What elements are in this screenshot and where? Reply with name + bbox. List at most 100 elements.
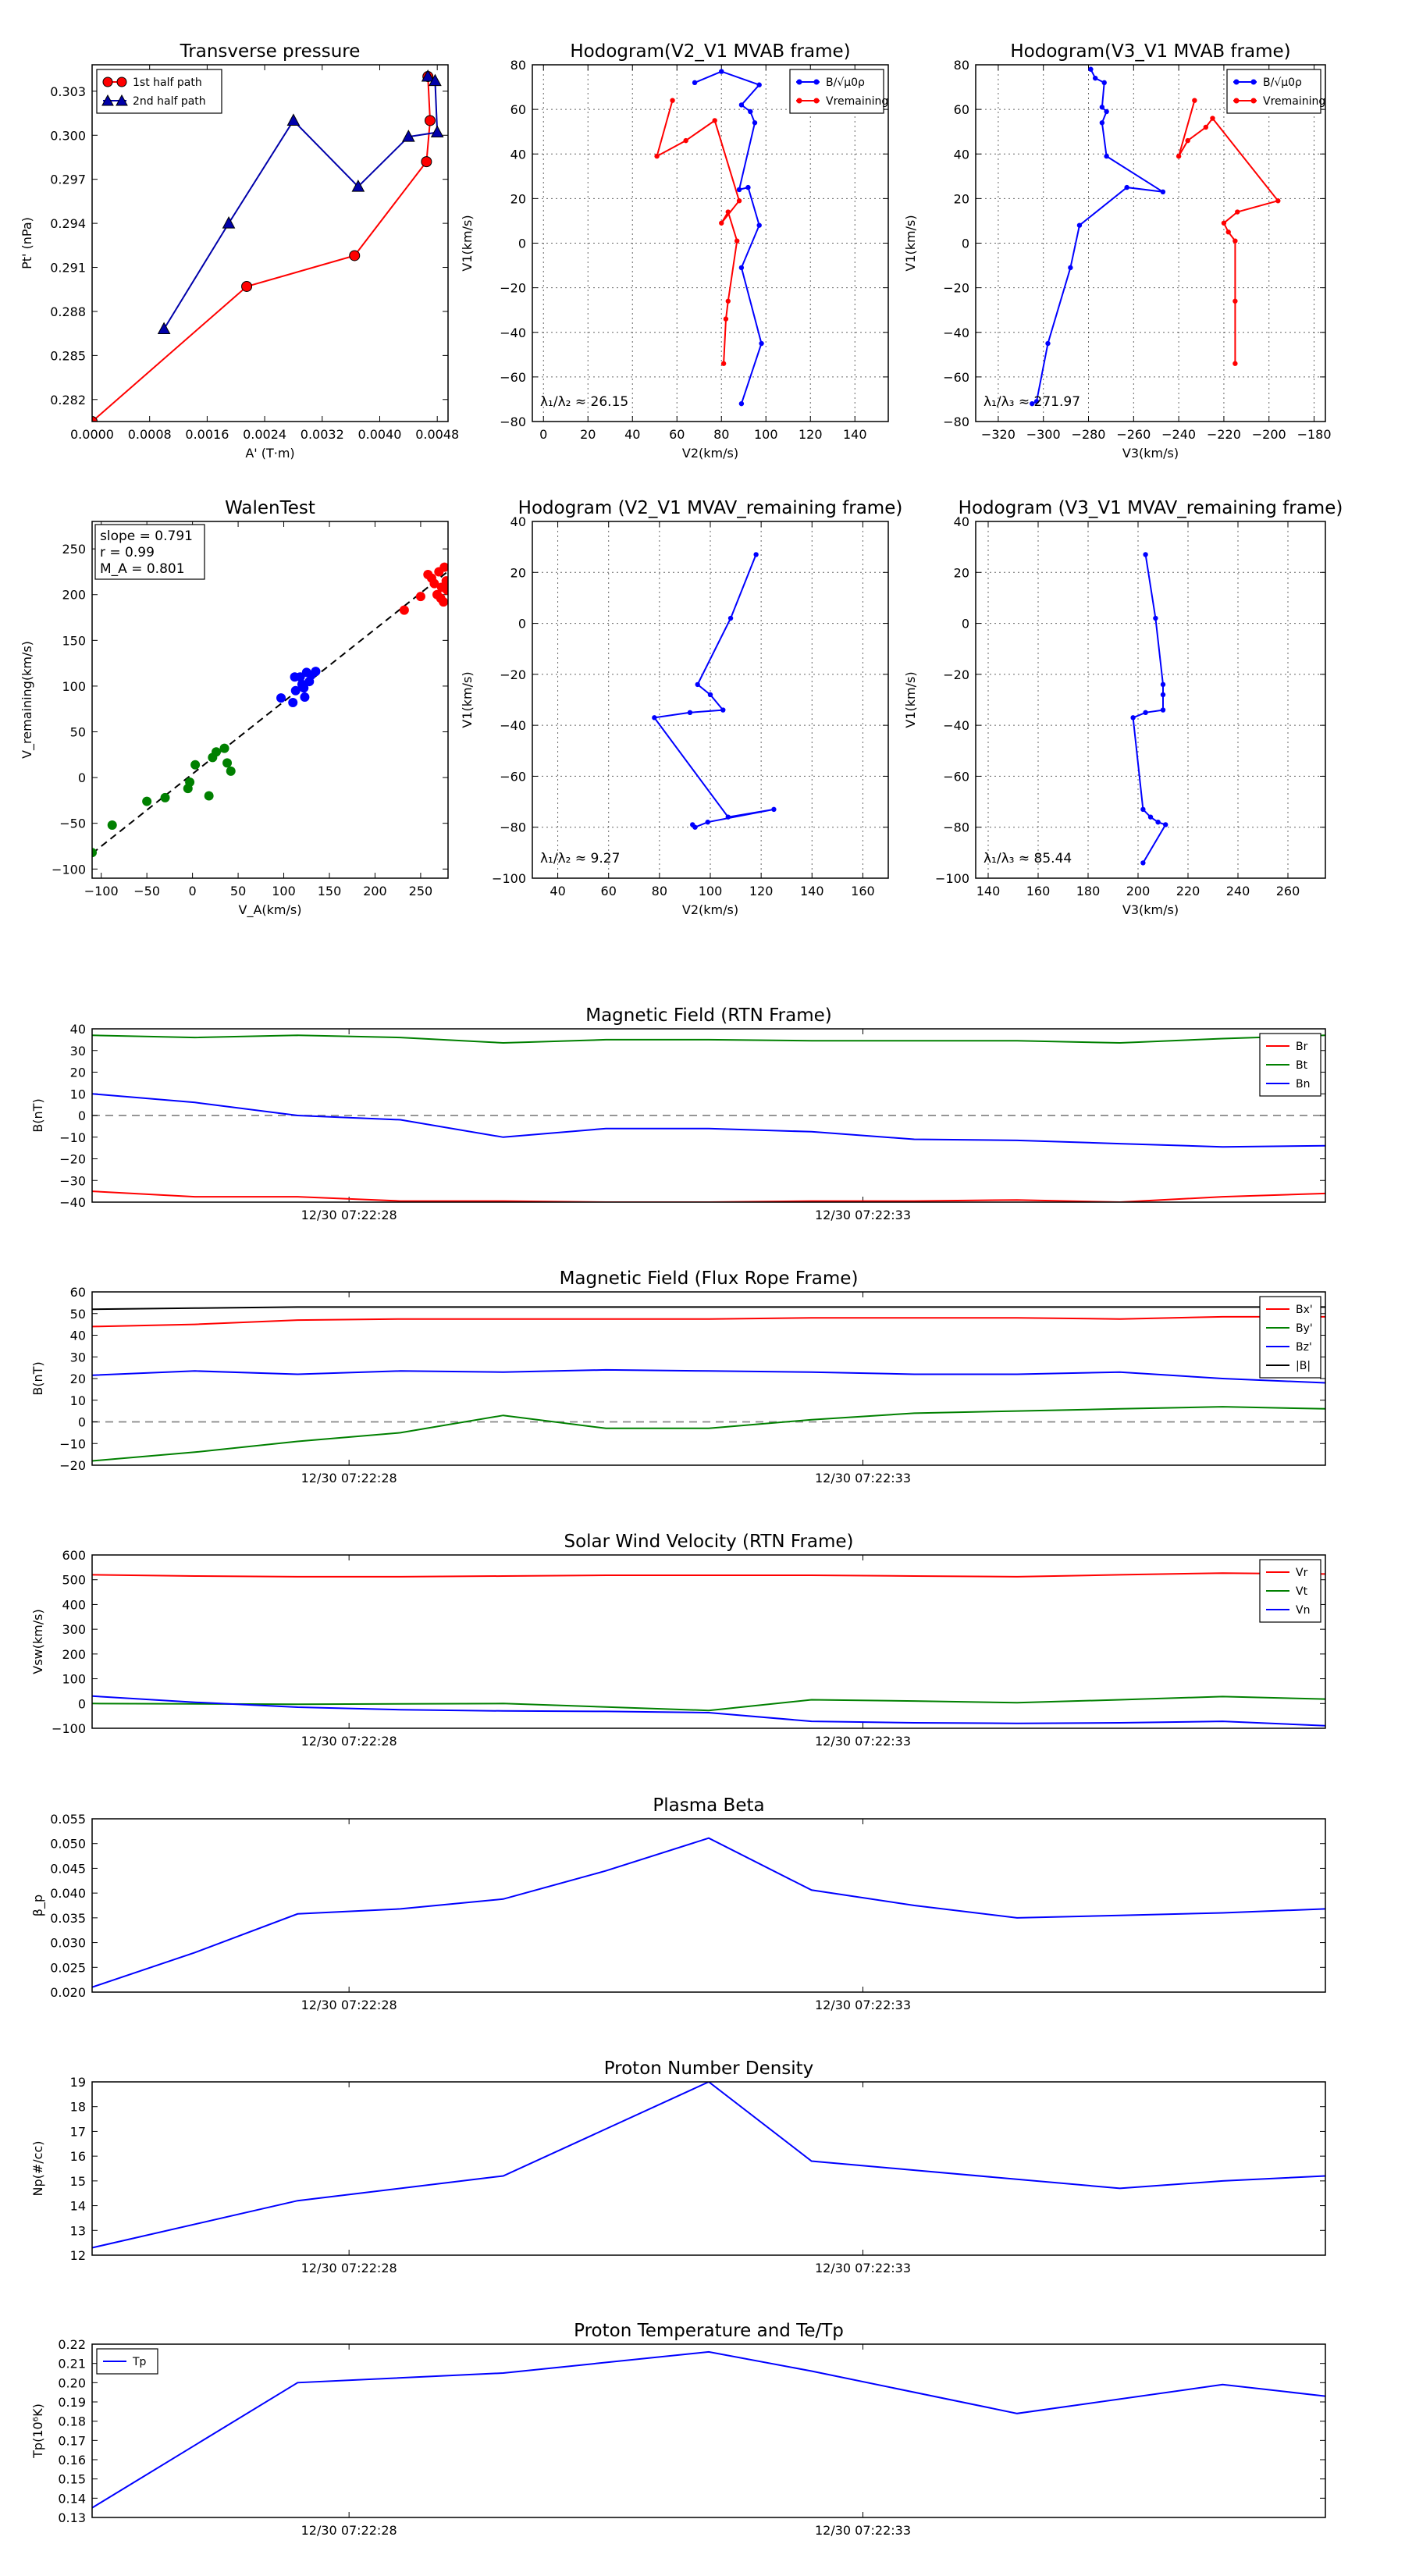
chart-title: Proton Temperature and Te/Tp (574, 2321, 844, 2341)
data-point (1068, 265, 1073, 271)
y-axis-label: β_p (30, 1895, 46, 1916)
data-point (351, 180, 365, 192)
data-point (1232, 361, 1238, 366)
stats-text: M_A = 0.801 (100, 561, 185, 577)
series-line-B (653, 554, 774, 828)
data-point (720, 361, 727, 366)
chart-title: Hodogram(V3_V1 MVAB frame) (1010, 41, 1290, 62)
y-tick-label: −60 (500, 769, 526, 784)
x-tick-label: 80 (652, 884, 667, 898)
y-tick-label: 0 (518, 617, 526, 632)
y-tick-label: 60 (954, 102, 969, 117)
x-axis-label: V3(km/s) (1122, 446, 1179, 461)
series-line-By' (92, 1406, 1325, 1462)
data-point (429, 73, 442, 87)
y-tick-label: 0.288 (50, 304, 86, 319)
chart-title: Hodogram(V2_V1 MVAB frame) (570, 41, 850, 62)
legend-box (1259, 1296, 1321, 1379)
x-tick-label: −220 (1207, 427, 1241, 442)
data-point (212, 747, 222, 757)
y-tick-label: 13 (70, 2223, 86, 2238)
x-tick-label: 100 (699, 884, 723, 898)
data-point (442, 585, 448, 595)
x-tick-label: 160 (1026, 884, 1051, 898)
chart-walen: −100 −50 0 50 100 150 200 250 −100 −50 0 50 100 150 20… (20, 498, 449, 918)
data-point (439, 597, 448, 607)
x-tick-label: 0.0016 (185, 427, 229, 442)
data-point (441, 576, 448, 586)
y-axis-label: V_remaining(km/s) (20, 641, 35, 759)
y-tick-label: 19 (70, 2075, 86, 2090)
legend-label: 2nd half path (133, 95, 206, 108)
data-point (1101, 80, 1107, 86)
data-point (687, 710, 693, 716)
y-tick-label: 0.17 (58, 2433, 86, 2448)
legend: Bx' By' Bz' |B| (1259, 1296, 1321, 1379)
y-tick-label: 0.050 (50, 1837, 86, 1852)
data-point (753, 552, 759, 557)
data-point (288, 698, 298, 708)
legend-label: 1st half path (133, 76, 202, 89)
x-tick-label: −300 (1026, 427, 1061, 442)
plot-frame (91, 521, 449, 879)
series-line-2nd half path (163, 76, 439, 330)
y-tick-label: 0 (962, 237, 969, 251)
data-point (735, 238, 740, 244)
data-point (226, 766, 236, 776)
x-tick-label: 120 (749, 884, 774, 898)
y-tick-label: 60 (70, 1285, 86, 1300)
chart-tp_temp: 12/30 07:22:28 12/30 07:22:33 0.13 0.14 0.15… (30, 2321, 1326, 2538)
legend-marker (102, 76, 113, 87)
y-tick-label: −20 (943, 667, 969, 682)
y-tick-label: 20 (510, 191, 526, 206)
data-point (107, 820, 117, 831)
data-point (1192, 98, 1197, 103)
series-line-Vr (92, 1572, 1325, 1578)
legend-label: Tp (132, 2356, 147, 2368)
x-tick-label: 12/30 07:22:33 (815, 1734, 911, 1749)
y-tick-label: −20 (59, 1458, 86, 1473)
x-tick-label: 0.0008 (128, 427, 172, 442)
x-tick-label: 12/30 07:22:28 (301, 2261, 397, 2275)
chart-h4: 140 160 180 200 220 240 260 −100 −80 −60 −40 −20 0 20… (903, 498, 1343, 917)
y-tick-label: 0.035 (50, 1911, 86, 1926)
x-tick-label: −280 (1072, 427, 1106, 442)
y-tick-label: 100 (62, 679, 86, 694)
legend: Vr Vt Vn (1259, 1559, 1321, 1623)
data-point (752, 120, 758, 126)
y-tick-label: 0.300 (50, 128, 86, 143)
chart-h3: 40 60 80 100 120 140 160−100−80−60−40−2002040H… (460, 498, 902, 917)
y-tick-label: 0.22 (58, 2337, 86, 2352)
data-point (430, 125, 444, 138)
data-point (738, 265, 745, 271)
x-tick-label: 250 (409, 884, 433, 898)
legend-label: Bn (1296, 1078, 1310, 1091)
y-tick-label: 0.15 (58, 2472, 86, 2487)
data-point (222, 758, 233, 768)
y-tick-label: −80 (943, 415, 969, 429)
chart-title: WalenTest (225, 498, 315, 518)
legend-marker (813, 98, 820, 104)
y-axis-label: B(nT) (30, 1361, 45, 1395)
series-line-Br (92, 1190, 1325, 1202)
series-line-Vt (92, 1695, 1325, 1712)
x-tick-label: 60 (669, 427, 685, 442)
y-tick-label: 0 (78, 1696, 86, 1711)
data-point (683, 137, 688, 144)
chart-title: Magnetic Field (RTN Frame) (585, 1005, 832, 1026)
x-tick-label: −320 (981, 427, 1016, 442)
y-tick-label: 12 (70, 2248, 86, 2263)
x-tick-label: 12/30 07:22:33 (815, 1471, 911, 1485)
data-point (429, 578, 439, 589)
y-tick-label: 30 (70, 1350, 86, 1364)
y-tick-label: 0.14 (58, 2491, 86, 2506)
x-tick-label: −200 (1252, 427, 1286, 442)
legend: B/√μ0ρ Vremaining (1226, 69, 1325, 114)
x-tick-label: 0.0024 (243, 427, 286, 442)
chart-title: Proton Number Density (604, 2058, 814, 2079)
legend-marker (101, 94, 114, 106)
chart-vel: 12/30 07:22:28 12/30 07:22:33 −100 0 100 200 3… (30, 1532, 1326, 1749)
y-tick-label: 20 (954, 565, 969, 580)
y-tick-label: 0.020 (50, 1985, 86, 2000)
series-line-1st half path (92, 76, 432, 422)
